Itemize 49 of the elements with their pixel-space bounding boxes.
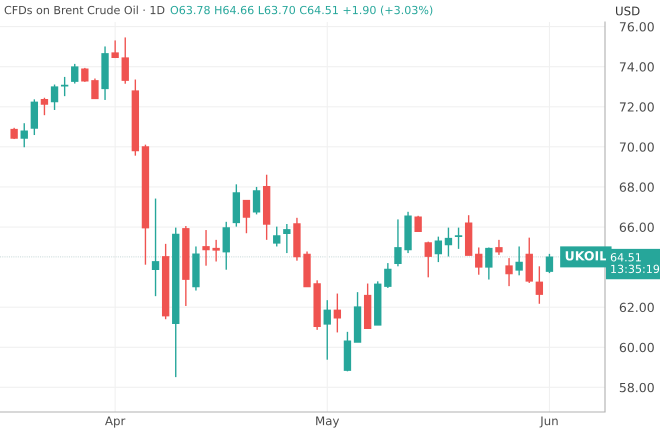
candlestick (495, 239, 503, 256)
text: 64.51 (610, 253, 641, 262)
y-tick-label: 72.00 (620, 102, 654, 112)
y-tick-label: 76.00 (620, 22, 654, 32)
candlestick (71, 63, 78, 84)
candlestick (536, 266, 544, 304)
candlestick (122, 36, 129, 84)
chart-title: CFDs on Brent Crude Oil · 1D (4, 6, 164, 14)
candlestick (444, 226, 452, 258)
candlestick (91, 78, 99, 100)
y-tick-label: 74.00 (620, 62, 654, 72)
ref-line-label: UKOIL (566, 251, 607, 261)
candlestick (414, 215, 422, 232)
text: 13:35:19 (611, 264, 660, 274)
y-tick-label: 60.00 (620, 342, 654, 352)
candlestick (50, 84, 58, 111)
x-tick-label: Apr (105, 416, 126, 428)
candlestick (111, 40, 119, 59)
chart-subtitle: O63.78 H64.66 L63.70 C64.51 +1.90 (+3.03%) (170, 6, 432, 16)
candlestick (324, 299, 331, 360)
y-tick-label: 66.00 (620, 222, 654, 232)
candlestick (505, 257, 513, 287)
y-axis-title: USD (616, 6, 640, 16)
candlestick (242, 199, 250, 234)
candlestick (434, 236, 442, 263)
candlestick (485, 246, 493, 280)
y-tick-label: 68.00 (620, 182, 654, 192)
candlestick (202, 229, 210, 266)
candlestick (384, 262, 392, 289)
candlestick (212, 239, 220, 262)
candlestick (394, 218, 402, 267)
candlestick (424, 240, 432, 278)
candlestick (81, 67, 89, 83)
y-tick-label: 58.00 (620, 382, 654, 392)
candlestick (475, 246, 482, 276)
candlestick (252, 186, 260, 216)
candlestick (515, 246, 523, 276)
candlestick (60, 76, 68, 97)
candlestick (20, 122, 28, 148)
x-tick-label: Jun (540, 416, 558, 428)
candlestick (283, 223, 291, 254)
y-tick-label: 70.00 (620, 142, 654, 152)
x-tick-label: May (316, 416, 340, 428)
candlestick (273, 226, 280, 248)
candlestick (40, 97, 48, 116)
y-tick-label: 62.00 (620, 302, 654, 312)
candlestick (546, 253, 554, 274)
candlestick (152, 198, 160, 297)
candlestick (334, 292, 342, 334)
